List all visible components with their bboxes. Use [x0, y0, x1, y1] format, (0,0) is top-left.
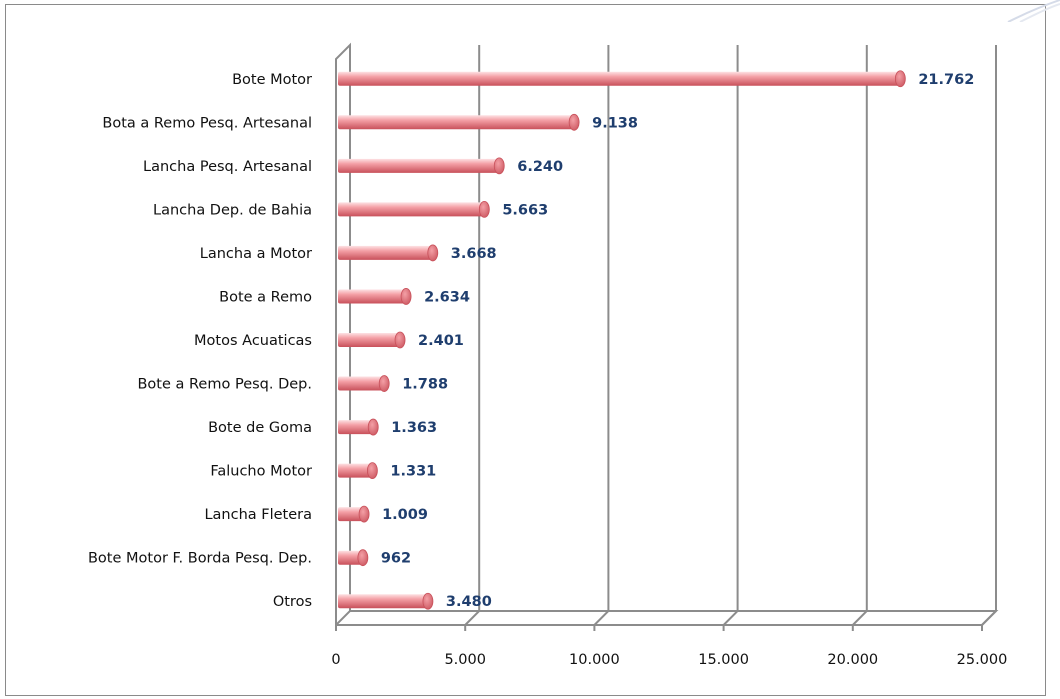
gridline	[722, 45, 739, 626]
bar	[338, 594, 428, 609]
value-label: 5.663	[502, 202, 548, 218]
value-label: 3.668	[451, 246, 497, 262]
bar	[338, 245, 433, 260]
bar	[338, 420, 374, 435]
value-label: 962	[381, 551, 411, 567]
bar-end-cap	[478, 200, 490, 218]
bar	[338, 550, 363, 565]
x-tick-label: 10.000	[569, 652, 620, 668]
bar-end-cap	[427, 244, 439, 262]
category-label: Lancha Fletera	[204, 507, 312, 523]
category-label: Bota a Remo Pesq. Artesanal	[102, 115, 312, 131]
x-tick-label: 20.000	[827, 652, 878, 668]
category-label: Bote a Remo	[219, 289, 312, 305]
category-label: Lancha Dep. de Bahia	[153, 202, 312, 218]
bars	[338, 70, 906, 610]
category-label: Otros	[273, 594, 312, 610]
bar	[338, 289, 407, 304]
value-label: 1.363	[391, 420, 437, 436]
bar-end-cap	[422, 592, 434, 610]
x-tick-label: 25.000	[957, 652, 1008, 668]
bar-end-cap	[378, 375, 390, 392]
value-label: 1.331	[390, 464, 436, 480]
bar-end-cap	[400, 288, 412, 305]
x-axis-floor	[336, 610, 999, 626]
value-label: 1.788	[402, 377, 448, 393]
bar-end-cap	[894, 70, 906, 88]
value-label: 9.138	[592, 115, 638, 131]
bar-end-cap	[367, 418, 379, 436]
category-label: Bote a Remo Pesq. Dep.	[137, 377, 312, 393]
category-label: Falucho Motor	[210, 464, 312, 480]
bar-end-cap	[394, 331, 406, 349]
category-label: Motos Acuaticas	[194, 333, 312, 349]
bar	[338, 115, 575, 130]
gridline	[981, 45, 997, 626]
value-label: 2.401	[418, 333, 464, 349]
value-label: 6.240	[517, 159, 563, 175]
gridline	[464, 45, 481, 626]
bar	[338, 158, 500, 173]
corner-decoration	[1007, 0, 1060, 22]
value-label: 1.009	[382, 507, 428, 523]
gridline	[852, 45, 868, 626]
gridline	[593, 45, 610, 626]
category-label: Lancha Pesq. Artesanal	[143, 159, 312, 175]
x-tick-label: 0	[331, 652, 340, 668]
bar-end-cap	[493, 157, 505, 175]
value-label: 21.762	[918, 72, 974, 88]
category-label: Bote Motor	[232, 72, 312, 88]
bar	[338, 333, 401, 347]
bar-end-cap	[358, 505, 370, 523]
category-label: Bote de Goma	[208, 420, 312, 436]
labels: 0 5.000 10.000 15.000 20.000 25.000 Bote Motor…	[88, 72, 1007, 668]
bar-end-cap	[366, 462, 378, 480]
value-label: 2.634	[424, 289, 470, 305]
bar	[338, 507, 365, 522]
x-tick-label: 15.000	[698, 652, 749, 668]
bar	[338, 376, 385, 391]
bar	[338, 202, 485, 217]
value-label: 3.480	[446, 594, 492, 610]
category-label: Bote Motor F. Borda Pesq. Dep.	[88, 551, 312, 567]
bar-end-cap	[357, 549, 369, 567]
bar-end-cap	[568, 113, 580, 131]
category-label: Lancha a Motor	[200, 246, 312, 262]
bar	[338, 463, 373, 478]
x-tick-label: 5.000	[444, 652, 486, 668]
bar	[338, 71, 901, 86]
